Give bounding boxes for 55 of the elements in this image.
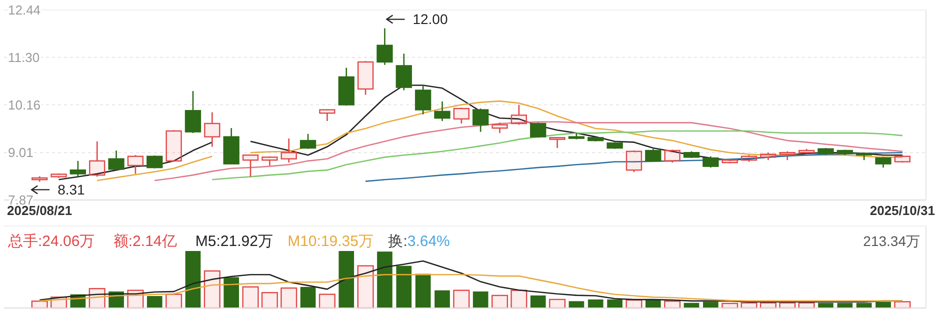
candlestick: [760, 152, 776, 161]
bar: [876, 302, 891, 308]
candlestick: [319, 109, 336, 122]
bar: [434, 290, 450, 308]
bar: [396, 266, 412, 308]
candlestick: [280, 138, 297, 164]
bar: [472, 291, 488, 308]
bar: [261, 292, 278, 309]
text: 总手:24.06万: [7, 233, 95, 250]
text: 213.34万: [863, 233, 920, 249]
x-tick-label: 2025/10/31: [870, 203, 935, 218]
candlestick: [204, 112, 220, 148]
candlestick: [664, 149, 680, 164]
bar: [703, 302, 718, 308]
candlestick: [722, 158, 738, 164]
text: 换:3.64%: [388, 233, 450, 250]
candlestick: [779, 150, 796, 161]
x-tick-label: 2025/08/21: [7, 203, 72, 218]
bar: [377, 252, 392, 308]
bar: [318, 294, 336, 309]
bar: [166, 294, 182, 309]
candlestick: [492, 122, 508, 134]
y-tick-label: 10.16: [8, 97, 41, 112]
bar: [300, 286, 316, 308]
bar: [491, 294, 508, 309]
bar: [357, 265, 374, 309]
bar: [510, 290, 528, 309]
bar: [588, 299, 604, 308]
bar: [607, 299, 622, 308]
bar: [338, 251, 354, 308]
bar: [204, 270, 220, 309]
candlestick: [166, 130, 182, 162]
annotation: 8.31: [58, 182, 86, 198]
candlestick: [376, 28, 393, 66]
y-tick-label: 9.01: [8, 145, 34, 160]
bar: [415, 274, 431, 308]
text: 额:2.14亿: [113, 233, 177, 250]
bar: [242, 286, 259, 309]
candlestick: [434, 100, 450, 122]
bar: [568, 301, 584, 308]
bar: [453, 290, 470, 309]
bar: [530, 295, 546, 308]
line-series: [212, 130, 904, 180]
y-tick-label: 11.30: [8, 50, 40, 65]
bar: [185, 251, 201, 308]
candlestick: [89, 140, 106, 178]
text: M5:21.92万: [195, 233, 273, 250]
line-series: [364, 152, 904, 182]
annotation: 12.00: [412, 11, 448, 28]
bar: [224, 277, 239, 308]
bar: [280, 287, 298, 309]
text: M10:19.35万: [288, 233, 374, 250]
bar: [645, 300, 661, 308]
bar: [146, 296, 162, 308]
y-tick-label: 12.44: [8, 2, 41, 18]
